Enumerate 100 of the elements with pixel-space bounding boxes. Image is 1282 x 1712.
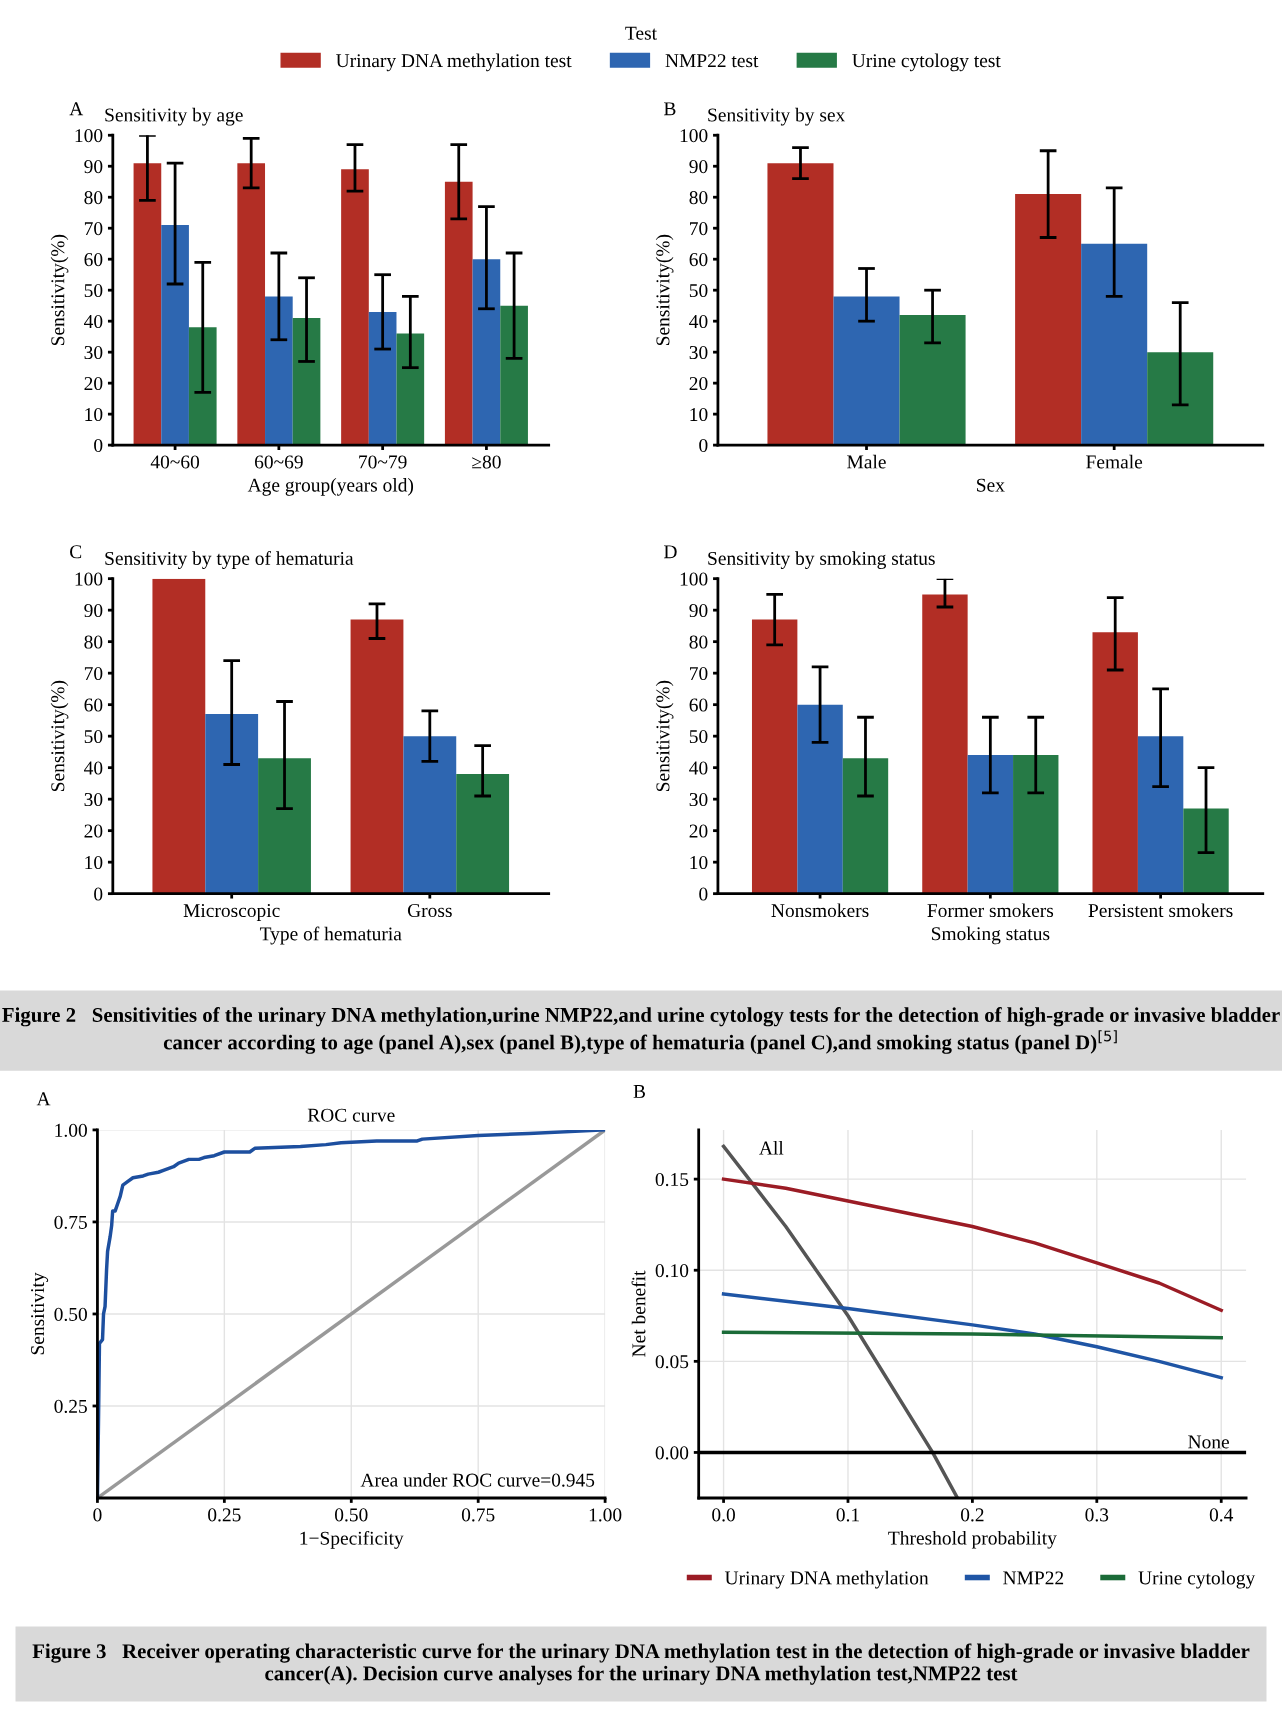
x-tick-label: 0.0 xyxy=(712,1508,735,1522)
bar xyxy=(899,314,966,446)
y-tick-label: 50 xyxy=(689,729,708,744)
legend-label: Urinary DNA methylation xyxy=(724,1570,929,1589)
y-tick-label: 40 xyxy=(689,761,708,775)
y-tick-label: 0 xyxy=(94,438,103,453)
y-tick-label: 80 xyxy=(84,635,103,649)
y-tick-label: 80 xyxy=(84,191,103,205)
chart-title: ROC curve xyxy=(307,1108,395,1122)
y-tick-label: 70 xyxy=(690,666,708,681)
bar xyxy=(368,311,397,446)
x-tick-label: 0.50 xyxy=(335,1508,368,1522)
bar xyxy=(237,163,266,446)
x-tick-label: 60~69 xyxy=(255,455,303,469)
bar xyxy=(1092,632,1138,894)
x-tick-label: 0.1 xyxy=(836,1508,859,1522)
x-tick-label: Gross xyxy=(407,904,452,918)
bar xyxy=(292,318,321,446)
x-axis-title: Type of hematuria xyxy=(259,926,402,945)
y-tick-label: 60 xyxy=(84,698,103,712)
y-tick-label: 90 xyxy=(84,160,103,174)
bar xyxy=(456,773,510,894)
y-tick-label: 10 xyxy=(85,407,103,422)
bar xyxy=(265,296,293,446)
x-tick-label: Male xyxy=(847,454,886,469)
y-tick-label: 0 xyxy=(699,887,708,901)
x-tick-label: 0.3 xyxy=(1085,1508,1109,1522)
y-tick-label: 0.25 xyxy=(54,1399,87,1413)
bar xyxy=(205,714,259,894)
y-tick-label: 100 xyxy=(75,129,103,143)
x-tick-label: 70~79 xyxy=(359,455,407,469)
bar xyxy=(472,259,501,446)
y-tick-label: 0.15 xyxy=(655,1172,689,1187)
x-axis-title: Sex xyxy=(977,478,1005,492)
y-tick-label: 100 xyxy=(680,129,708,143)
bar xyxy=(188,327,217,446)
x-tick-label: 0.25 xyxy=(208,1508,241,1522)
ref-line-label: None xyxy=(1188,1435,1230,1449)
bar xyxy=(1015,194,1082,446)
y-tick-label: 10 xyxy=(85,855,103,870)
bar xyxy=(1013,755,1059,894)
bar xyxy=(133,163,162,446)
chart-title: Sensitivity by age xyxy=(105,107,243,126)
bar xyxy=(1147,352,1214,446)
y-axis-title: Sensitivity(%) xyxy=(50,234,69,346)
y-tick-label: 10 xyxy=(690,855,708,870)
text: A xyxy=(69,102,84,116)
bar xyxy=(161,225,189,446)
legend-title: Test xyxy=(625,26,657,40)
y-tick-label: 80 xyxy=(689,635,708,649)
y-tick-label: 1.00 xyxy=(55,1123,87,1137)
bar xyxy=(152,578,206,894)
y-tick-label: 30 xyxy=(84,345,103,360)
bar xyxy=(500,305,528,446)
y-tick-label: 0.10 xyxy=(655,1264,689,1278)
x-axis-title: Smoking status xyxy=(931,926,1050,945)
x-tick-label: Persistent smokers xyxy=(1088,903,1233,918)
caption: Figure 3 Receiver operating characteristic curve for the urinary DNA methylation test in the detection of high-grade or invasive bladder cancer(A). Decision curve analyses for the urinary DNA methylation test,NMP22 test xyxy=(32,1643,1250,1685)
y-tick-label: 0.00 xyxy=(655,1446,689,1460)
y-tick-label: 30 xyxy=(689,792,708,807)
chart-title: Sensitivity by type of hematuria xyxy=(105,551,354,569)
text: A xyxy=(36,1092,51,1106)
y-tick-label: 0 xyxy=(94,887,103,901)
y-tick-label: 40 xyxy=(84,761,103,775)
y-tick-label: 90 xyxy=(689,160,708,174)
y-tick-label: 40 xyxy=(689,314,708,329)
bar xyxy=(967,755,1014,894)
bar xyxy=(922,594,968,894)
bar xyxy=(833,296,900,446)
bar xyxy=(396,333,425,446)
legend-label: NMP22 test xyxy=(665,54,759,68)
bar xyxy=(842,758,889,894)
legend-label: NMP22 xyxy=(1003,1571,1064,1585)
y-tick-label: 40 xyxy=(84,314,103,329)
chart-title: Sensitivity by sex xyxy=(708,107,846,126)
y-tick-label: 60 xyxy=(689,698,708,712)
x-tick-label: Female xyxy=(1086,454,1143,469)
bar xyxy=(258,758,311,894)
y-tick-label: 80 xyxy=(689,191,708,205)
x-tick-label: 0.2 xyxy=(960,1508,984,1522)
caption: Figure 2 Sensitivities of the urinary DNA methylation,urine NMP22,and urine cytology tests for the detection of high-grade or invasive bladder cancer according to age (panel A),sex (panel B),type of hematuria (panel C),and smoking status (panel D)$^{[5]}$ xyxy=(2,1007,1280,1054)
y-tick-label: 0.50 xyxy=(54,1307,87,1321)
y-tick-label: 0.75 xyxy=(54,1215,87,1229)
x-tick-label: 40~60 xyxy=(150,455,200,469)
line-series xyxy=(721,1292,1223,1380)
text: B xyxy=(633,1085,646,1098)
y-tick-label: 20 xyxy=(84,824,103,838)
x-tick-label: Former smokers xyxy=(927,903,1054,918)
bar xyxy=(403,736,457,894)
y-tick-label: 70 xyxy=(84,222,103,236)
bar xyxy=(1081,243,1148,446)
bar xyxy=(444,181,473,446)
y-tick-label: 30 xyxy=(84,792,103,807)
x-axis-title: Age group(years old) xyxy=(247,478,414,496)
y-tick-label: 100 xyxy=(75,572,103,586)
bar xyxy=(797,704,843,894)
bar xyxy=(1137,736,1184,894)
annotation: Area under ROC curve=0.945 xyxy=(360,1473,595,1487)
annotation: All xyxy=(759,1140,784,1155)
legend-label: Urine cytology xyxy=(1138,1570,1256,1589)
